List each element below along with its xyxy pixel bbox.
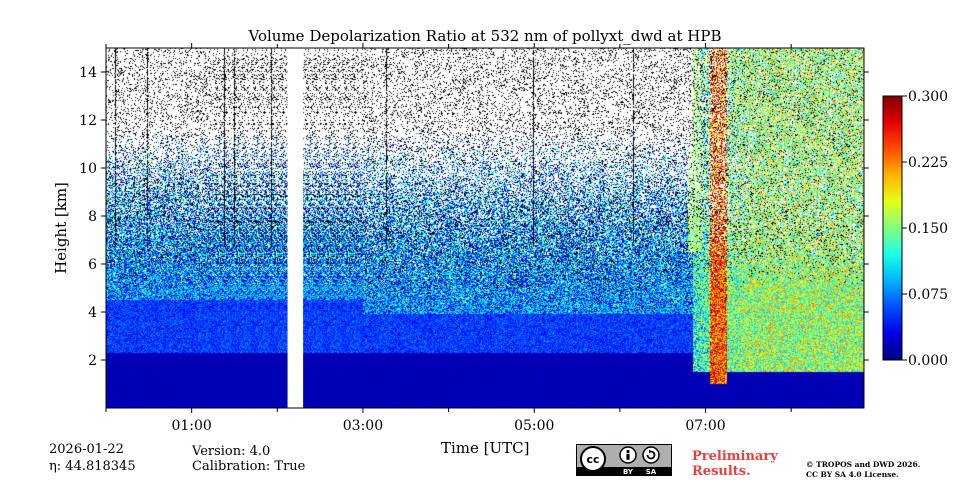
date-label: 2026-01-22 [49,442,124,457]
cc-text: cc [586,453,599,466]
colorbar-tick-label: 0.000 [908,353,948,369]
plot-frame [105,47,865,409]
x-tick-label: 07:00 [685,418,725,434]
y-tick-label: 12 [79,113,97,129]
cc-by-sa-logo: cc BY SA [576,444,672,476]
chart-title: Volume Depolarization Ratio at 532 nm of… [248,27,722,45]
y-tick-label: 10 [79,161,97,177]
calibration-label: Calibration: True [192,459,306,474]
preliminary-note: Preliminary Results. [692,449,778,479]
copyright-line-2: CC BY SA 4.0 License. [806,470,899,479]
colorbar-gradient [882,95,903,361]
colorbar: 0.000 0.075 0.150 0.225 0.300 [882,89,948,369]
colorbar-tick-label: 0.150 [908,221,948,237]
version-label: Version: 4.0 [192,444,271,459]
y-tick-label: 2 [88,353,97,369]
y-tick-label: 6 [88,257,97,273]
x-tick-label: 01:00 [171,418,211,434]
eta-label: η: 44.818345 [49,459,136,474]
colorbar-tick-label: 0.225 [908,155,948,171]
preliminary-line-1: Preliminary [692,449,778,464]
y-axis-label: Height [km] [52,182,70,274]
preliminary-line-2: Results. [692,464,751,479]
plot-area [106,48,864,408]
colorbar-tick-label: 0.300 [908,89,948,105]
axes: 01:00 03:00 05:00 07:00 2 4 6 8 10 12 14 [79,43,869,434]
x-tick-label: 05:00 [514,418,554,434]
copyright-line-1: © TROPOS and DWD 2026. [806,460,921,469]
x-axis-label: Time [UTC] [441,439,530,457]
copyright-note: © TROPOS and DWD 2026. CC BY SA 4.0 Lice… [806,460,920,480]
colorbar-tick-label: 0.075 [908,287,948,303]
x-tick-label: 03:00 [343,418,383,434]
data-gap [287,48,303,408]
y-tick-label: 4 [88,305,97,321]
sa-text: SA [646,468,657,476]
by-text: BY [623,468,634,476]
sa-icon [642,446,660,464]
heatmap-raster [106,48,864,408]
y-tick-label: 14 [79,65,97,81]
y-tick-label: 8 [88,209,97,225]
